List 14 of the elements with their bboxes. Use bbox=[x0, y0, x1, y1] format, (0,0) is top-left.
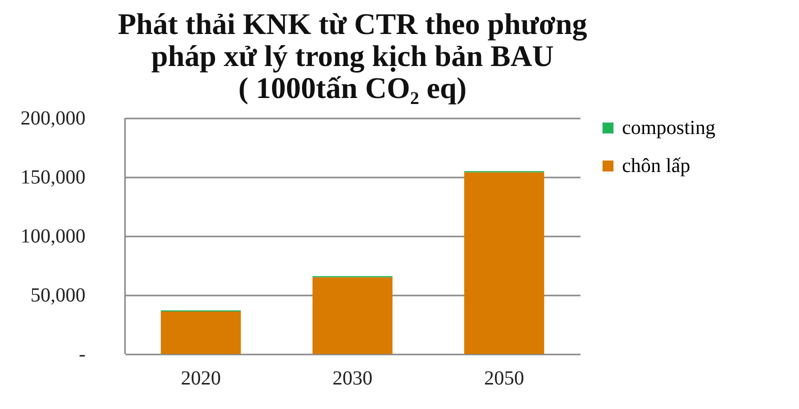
chart-title: Phát thải KNK từ CTR theo phương pháp xử lý trong kịch bản BAU ( 1000tấn CO₂ eq) bbox=[118, 8, 588, 105]
y-tick-label: - bbox=[78, 344, 86, 366]
bar bbox=[312, 277, 392, 354]
y-tick-label: 200,000 bbox=[20, 108, 86, 130]
bar bbox=[160, 312, 241, 354]
x-tick-label: 2030 bbox=[332, 368, 372, 390]
y-tick-label: 100,000 bbox=[20, 226, 86, 248]
bar bbox=[464, 172, 544, 354]
legend-label: composting bbox=[622, 117, 716, 139]
x-tick-label: 2020 bbox=[180, 368, 221, 390]
y-tick-label: 50,000 bbox=[30, 284, 86, 306]
y-tick-label: 150,000 bbox=[20, 166, 86, 188]
x-tick-label: 2050 bbox=[484, 368, 524, 390]
legend-label: chôn lấp bbox=[622, 155, 690, 177]
